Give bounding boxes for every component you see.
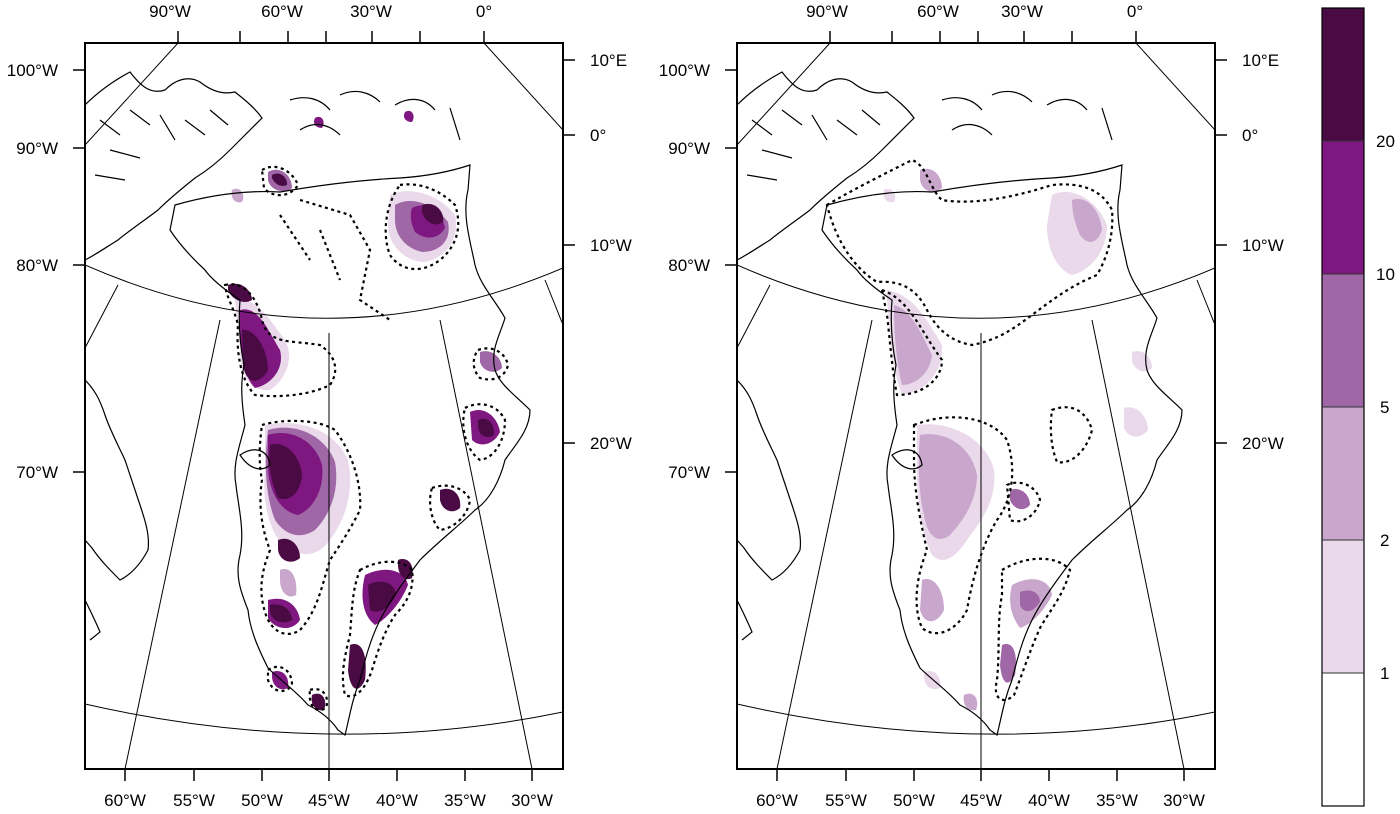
right-side-label: 10°W bbox=[1242, 236, 1284, 255]
legend-swatch bbox=[1322, 141, 1364, 274]
right-top-labels: 90°W 60°W 30°W 0° bbox=[806, 2, 1143, 21]
bottom-label: 40°W bbox=[376, 791, 418, 810]
left-map-frame bbox=[84, 42, 564, 770]
bottom-label: 50°W bbox=[893, 791, 935, 810]
right-right-labels: 10°E 0° 10°W 20°W bbox=[1242, 51, 1284, 453]
right-bottom-labels: 60°W 55°W 50°W 45°W 40°W 35°W 30°W bbox=[756, 791, 1205, 810]
bottom-label: 55°W bbox=[173, 791, 215, 810]
right-map-frame bbox=[736, 42, 1216, 770]
legend-label: 2 bbox=[1380, 531, 1389, 550]
left-top-label: 30°W bbox=[350, 2, 392, 21]
left-side-label: 80°W bbox=[16, 256, 58, 275]
bottom-label: 45°W bbox=[960, 791, 1002, 810]
right-side-label: 10°E bbox=[1242, 51, 1279, 70]
color-legend: 20 10 5 2 1 bbox=[1321, 7, 1395, 807]
left-bottom-labels: 60°W 55°W 50°W 45°W 40°W 35°W 30°W bbox=[104, 791, 553, 810]
bottom-label: 35°W bbox=[444, 791, 486, 810]
left-top-labels: 90°W 60°W 30°W 0° bbox=[149, 2, 492, 21]
right-top-label: 60°W bbox=[917, 2, 959, 21]
left-side-label: 70°W bbox=[668, 463, 710, 482]
left-side-label: 90°W bbox=[668, 139, 710, 158]
right-graticule bbox=[737, 43, 1215, 769]
left-side-label: 80°W bbox=[668, 256, 710, 275]
bottom-label: 30°W bbox=[1163, 791, 1205, 810]
left-side-label: 100°W bbox=[659, 61, 710, 80]
bottom-label: 50°W bbox=[241, 791, 283, 810]
right-top-label: 0° bbox=[1127, 2, 1143, 21]
left-map: 90°W 60°W 30°W 0° 100°W 90°W 80°W 70°W 1… bbox=[7, 2, 632, 810]
legend-label: 20 bbox=[1376, 132, 1395, 151]
right-side-label: 0° bbox=[1242, 126, 1258, 145]
bottom-label: 30°W bbox=[511, 791, 553, 810]
left-right-labels: 10°E 0° 10°W 20°W bbox=[590, 51, 632, 453]
legend-label: 10 bbox=[1376, 265, 1395, 284]
right-ticks bbox=[725, 31, 1227, 781]
bottom-label: 60°W bbox=[756, 791, 798, 810]
right-side-label: 0° bbox=[590, 126, 606, 145]
bottom-label: 35°W bbox=[1096, 791, 1138, 810]
legend-swatch bbox=[1322, 274, 1364, 407]
legend-swatch bbox=[1322, 540, 1364, 673]
left-side-label: 90°W bbox=[16, 139, 58, 158]
legend-label: 5 bbox=[1380, 398, 1389, 417]
left-ticks bbox=[73, 31, 575, 781]
right-map: 90°W 60°W 30°W 0° 100°W 90°W 80°W 70°W 1… bbox=[659, 2, 1284, 810]
left-graticule bbox=[85, 43, 563, 769]
right-shading bbox=[883, 168, 1152, 711]
left-top-label: 0° bbox=[476, 2, 492, 21]
right-side-label: 20°W bbox=[1242, 434, 1284, 453]
right-left-labels: 100°W 90°W 80°W 70°W bbox=[659, 61, 710, 482]
bottom-label: 55°W bbox=[825, 791, 867, 810]
right-top-label: 90°W bbox=[806, 2, 848, 21]
right-side-label: 10°E bbox=[590, 51, 627, 70]
left-side-label: 70°W bbox=[16, 463, 58, 482]
left-top-label: 90°W bbox=[149, 2, 191, 21]
left-left-labels: 100°W 90°W 80°W 70°W bbox=[7, 61, 58, 482]
bottom-label: 45°W bbox=[308, 791, 350, 810]
bottom-label: 60°W bbox=[104, 791, 146, 810]
left-top-label: 60°W bbox=[261, 2, 303, 21]
legend-label: 1 bbox=[1380, 664, 1389, 683]
left-side-label: 100°W bbox=[7, 61, 58, 80]
legend-swatch bbox=[1322, 407, 1364, 540]
legend-swatch bbox=[1322, 8, 1364, 141]
right-top-label: 30°W bbox=[1001, 2, 1043, 21]
right-side-label: 10°W bbox=[590, 236, 632, 255]
bottom-label: 40°W bbox=[1028, 791, 1070, 810]
legend-swatch bbox=[1322, 673, 1364, 806]
right-side-label: 20°W bbox=[590, 434, 632, 453]
